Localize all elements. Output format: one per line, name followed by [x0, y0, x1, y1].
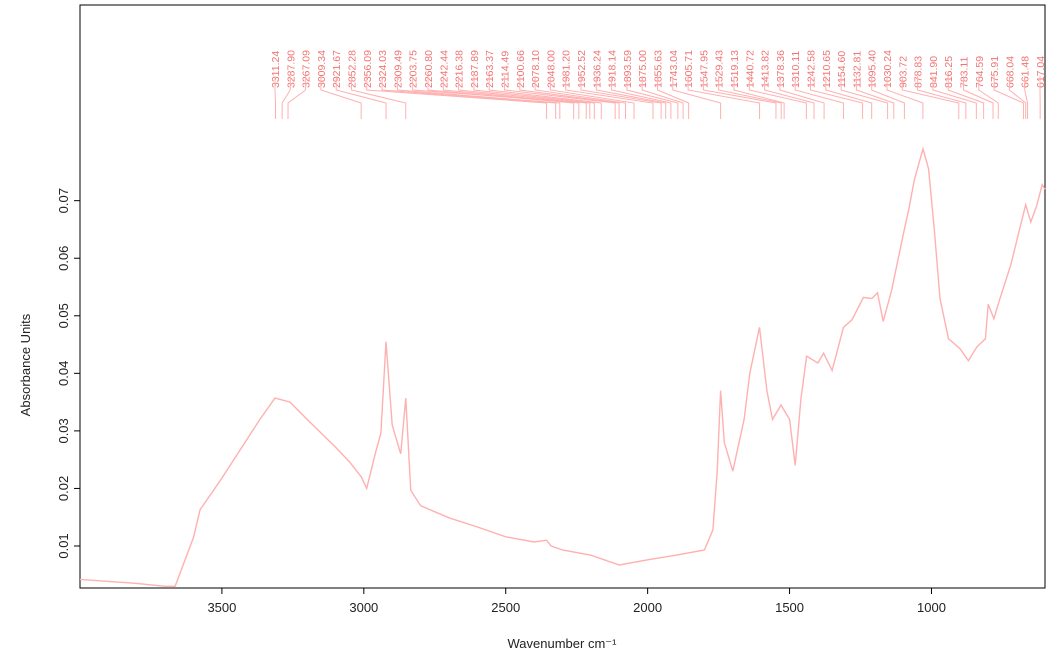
x-axis-label: Wavenumber cm⁻¹ — [508, 636, 618, 651]
peak-label: 1936.24 — [591, 50, 603, 88]
peak-label: 1875.00 — [637, 50, 649, 88]
peak-label: 1952.52 — [576, 50, 588, 88]
peak-label: 1210.65 — [821, 50, 833, 88]
peak-label: 1547.95 — [698, 50, 710, 88]
peak-label: 783.11 — [959, 57, 971, 88]
x-tick-label: 2000 — [633, 600, 662, 615]
peak-label: 2100.66 — [515, 50, 527, 88]
peak-label: 1519.13 — [729, 50, 741, 88]
y-tick-label: 0.05 — [56, 303, 71, 328]
x-tick-label: 2500 — [491, 600, 520, 615]
peak-label: 3287.90 — [285, 50, 297, 88]
peak-label: 661.48 — [1020, 56, 1032, 88]
y-tick-label: 0.01 — [56, 533, 71, 558]
peak-label: 1378.36 — [775, 50, 787, 88]
peak-label: 816.25 — [943, 56, 955, 88]
peak-label: 1743.04 — [668, 50, 680, 88]
peak-label: 675.91 — [989, 56, 1001, 88]
spectrum-line — [80, 149, 1045, 586]
peak-label: 2324.03 — [377, 50, 389, 88]
peak-label: 2114.49 — [500, 51, 512, 88]
y-tick-label: 0.07 — [56, 188, 71, 213]
peak-label: 1030.24 — [882, 50, 894, 88]
peak-label: 2852.28 — [347, 50, 359, 88]
x-tick-label: 3500 — [207, 600, 236, 615]
peak-label: 1095.40 — [867, 50, 879, 88]
peak-label: 1918.14 — [607, 50, 619, 88]
peak-label: 2187.89 — [469, 50, 481, 88]
peak-label: 2216.38 — [454, 50, 466, 88]
peak-label: 764.59 — [974, 56, 986, 88]
peak-label: 2356.09 — [362, 50, 374, 88]
x-tick-label: 3000 — [349, 600, 378, 615]
peak-label: 1132.81 — [851, 51, 863, 88]
peak-label: 1242.58 — [806, 50, 818, 88]
peak-label: 668.04 — [1004, 56, 1016, 88]
y-tick-label: 0.03 — [56, 418, 71, 443]
y-tick-label: 0.04 — [56, 361, 71, 386]
peak-label: 2242.44 — [438, 50, 450, 88]
peak-label: 1981.20 — [561, 50, 573, 88]
peak-label: 2203.75 — [408, 50, 420, 88]
peak-label: 1154.60 — [836, 51, 848, 88]
peak-label: 2260.80 — [423, 50, 435, 88]
peak-label: 1855.63 — [653, 50, 665, 88]
peak-label: 1310.11 — [790, 51, 802, 88]
peak-label: 2048.00 — [545, 50, 557, 88]
x-tick-label: 1000 — [917, 600, 946, 615]
peak-label: 878.83 — [913, 56, 925, 88]
peak-label: 617.04 — [1035, 56, 1047, 88]
y-tick-label: 0.02 — [56, 476, 71, 501]
peak-label: 1440.72 — [744, 50, 756, 88]
peak-label: 2163.37 — [484, 50, 496, 88]
y-tick-label: 0.06 — [56, 246, 71, 271]
peak-label: 903.72 — [897, 56, 909, 88]
peak-label: 1413.82 — [760, 50, 772, 88]
peak-label: 3267.09 — [301, 50, 313, 88]
peak-label: 2921.67 — [331, 50, 343, 88]
peak-label: 1529.43 — [714, 50, 726, 88]
peak-label: 2309.49 — [392, 50, 404, 88]
peak-label: 841.90 — [928, 56, 940, 88]
plot-frame — [80, 5, 1045, 588]
peak-label: 1893.59 — [622, 50, 634, 88]
peak-label: 3311.24 — [270, 51, 282, 88]
y-axis-label: Absorbance Units — [18, 313, 33, 416]
peak-label: 2078.10 — [530, 50, 542, 88]
peak-label: 3009.34 — [316, 50, 328, 88]
x-tick-label: 1500 — [775, 600, 804, 615]
peak-label: 1605.71 — [683, 50, 695, 88]
